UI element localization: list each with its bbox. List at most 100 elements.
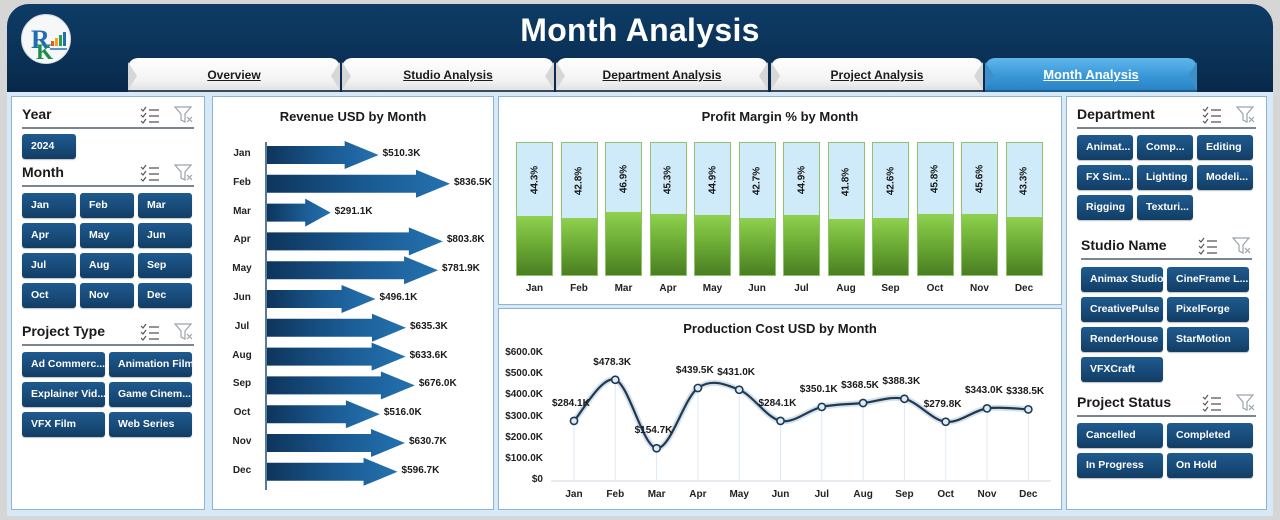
revenue-month-label: Jan: [233, 148, 251, 159]
clear-filter-icon[interactable]: [174, 323, 194, 341]
month-feb-button[interactable]: Feb: [80, 193, 134, 218]
profit-margin-fill: [1006, 216, 1042, 275]
multi-select-icon[interactable]: [1202, 106, 1222, 124]
profit-margin-fill: [739, 217, 775, 275]
revenue-month-label: Sep: [232, 378, 252, 390]
production-cost-month-label: Nov: [977, 489, 997, 500]
tab-studio-analysis[interactable]: Studio Analysis: [342, 58, 554, 92]
studio-cineframe-button[interactable]: CineFrame L...: [1167, 267, 1249, 292]
production-cost-value-label: $154.7K: [634, 425, 673, 437]
profit-margin-bar: 42.6%: [872, 142, 909, 276]
clear-filter-icon[interactable]: [1236, 394, 1256, 412]
project-type-vfx-film-button[interactable]: VFX Film: [22, 412, 105, 437]
y-axis-tick-label: $0: [531, 474, 543, 485]
profit-margin-value-label: 44.3%: [529, 166, 540, 195]
multi-select-icon[interactable]: [140, 164, 160, 182]
studio-starmotion-button[interactable]: StarMotion: [1167, 327, 1249, 352]
project-type-animation-film-button[interactable]: Animation Film: [109, 352, 192, 377]
tab-overview[interactable]: Overview: [128, 58, 340, 92]
revenue-value-label: $781.9K: [442, 263, 480, 275]
revenue-value-label: $803.8K: [446, 234, 485, 246]
month-jun-button[interactable]: Jun: [138, 223, 192, 248]
tab-department-analysis[interactable]: Department Analysis: [556, 58, 768, 92]
status-completed-button[interactable]: Completed: [1167, 423, 1253, 448]
month-jul-button[interactable]: Jul: [22, 253, 76, 278]
production-cost-value-label: $338.5K: [1006, 386, 1045, 398]
production-cost-month-label: Dec: [1019, 489, 1038, 500]
department-compositing-button[interactable]: Comp...: [1137, 135, 1193, 160]
production-cost-month-label: Feb: [606, 489, 625, 500]
month-may-button[interactable]: May: [80, 223, 134, 248]
studio-renderhouse-button[interactable]: RenderHouse: [1081, 327, 1163, 352]
production-cost-point: [734, 385, 744, 395]
status-on-hold-button[interactable]: On Hold: [1167, 453, 1253, 478]
tab-project-analysis[interactable]: Project Analysis: [771, 58, 983, 92]
multi-select-icon[interactable]: [1202, 394, 1222, 412]
profit-margin-value-label: 46.9%: [618, 164, 629, 193]
svg-text:R: R: [31, 25, 50, 54]
year-2024-button[interactable]: 2024: [22, 134, 76, 159]
clear-filter-icon[interactable]: [174, 164, 194, 182]
tab-month-analysis[interactable]: Month Analysis: [985, 58, 1197, 92]
department-slicer-header: Department: [1077, 103, 1256, 129]
project-type-explainer-video-button[interactable]: Explainer Vid...: [22, 382, 105, 407]
clear-filter-icon[interactable]: [174, 106, 194, 124]
month-jan-button[interactable]: Jan: [22, 193, 76, 218]
production-cost-value-label: $478.3K: [593, 356, 632, 368]
revenue-month-label: Feb: [233, 176, 251, 188]
month-sep-button[interactable]: Sep: [138, 253, 192, 278]
project-type-web-series-button[interactable]: Web Series: [109, 412, 192, 437]
production-cost-point: [899, 394, 909, 404]
revenue-month-label: Aug: [232, 349, 252, 361]
studio-animax-button[interactable]: Animax Studio: [1081, 267, 1163, 292]
profit-margin-value-label: 45.8%: [929, 165, 941, 194]
project-type-game-cinematic-button[interactable]: Game Cinem...: [109, 382, 192, 407]
profit-margin-bar: 42.7%: [738, 142, 776, 276]
clear-filter-icon[interactable]: [1232, 237, 1252, 255]
revenue-month-label: Mar: [233, 205, 251, 217]
studio-vfxcraft-button[interactable]: VFXCraft: [1081, 357, 1163, 382]
multi-select-icon[interactable]: [140, 106, 160, 124]
profit-margin-fill: [606, 212, 641, 275]
svg-text:K: K: [36, 39, 53, 64]
clear-filter-icon[interactable]: [1236, 106, 1256, 124]
status-cancelled-button[interactable]: Cancelled: [1077, 423, 1163, 448]
production-cost-point: [652, 443, 661, 453]
project-type-ad-commercial-button[interactable]: Ad Commerc...: [22, 352, 105, 377]
project-status-slicer-header: Project Status: [1077, 391, 1256, 417]
month-oct-button[interactable]: Oct: [22, 283, 76, 308]
production-cost-value-label: $439.5K: [675, 364, 714, 376]
studio-creativepulse-button[interactable]: CreativePulse: [1081, 297, 1163, 322]
revenue-arrow-bar: [267, 400, 380, 429]
y-axis-tick-label: $100.0K: [505, 452, 543, 464]
profit-margin-fill: [873, 217, 908, 275]
department-modeling-button[interactable]: Modeli...: [1197, 165, 1253, 190]
multi-select-icon[interactable]: [140, 323, 160, 341]
y-axis-tick-label: $200.0K: [505, 431, 543, 443]
status-in-progress-button[interactable]: In Progress: [1077, 453, 1163, 478]
production-cost-month-label: Jul: [814, 489, 830, 500]
department-rigging-button[interactable]: Rigging: [1077, 195, 1133, 220]
department-animation-button[interactable]: Animat...: [1077, 135, 1133, 160]
profit-margin-fill: [962, 213, 997, 275]
month-slicer-header: Month: [22, 161, 194, 187]
studio-pixelforge-button[interactable]: PixelForge: [1167, 297, 1249, 322]
month-dec-button[interactable]: Dec: [138, 283, 192, 308]
production-cost-month-label: May: [729, 489, 749, 500]
revenue-value-label: $496.1K: [379, 292, 418, 303]
project-status-slicer-title: Project Status: [1077, 394, 1172, 410]
month-nov-button[interactable]: Nov: [80, 283, 134, 308]
multi-select-icon[interactable]: [1198, 237, 1218, 255]
month-apr-button[interactable]: Apr: [22, 223, 76, 248]
month-aug-button[interactable]: Aug: [80, 253, 134, 278]
department-lighting-button[interactable]: Lighting: [1137, 165, 1193, 190]
month-mar-button[interactable]: Mar: [138, 193, 192, 218]
profit-margin-bar: 44.3%: [516, 142, 553, 276]
production-cost-point: [817, 402, 827, 412]
department-fx-simulation-button[interactable]: FX Sim...: [1077, 165, 1133, 190]
revenue-value-label: $630.7K: [408, 436, 447, 447]
production-cost-point: [776, 416, 785, 426]
department-texturing-button[interactable]: Texturi...: [1137, 195, 1193, 220]
department-editing-button[interactable]: Editing: [1197, 135, 1253, 160]
revenue-month-label: Dec: [232, 464, 252, 476]
